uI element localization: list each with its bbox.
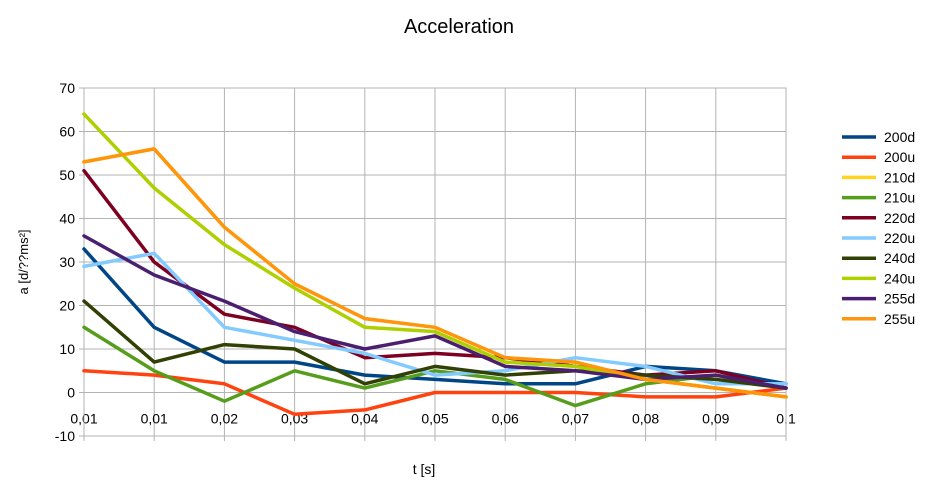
series-line-255u — [82, 147, 788, 399]
y-tick-label: 20 — [59, 298, 75, 314]
y-axis-label: a [d/??ms²] — [16, 229, 31, 294]
x-axis-label: t [s] — [413, 461, 436, 477]
y-tick-label: 40 — [59, 211, 75, 227]
legend-label-220d: 220d — [884, 210, 915, 226]
x-tick-label: 0,01 — [141, 411, 168, 427]
legend-label-210d: 210d — [884, 169, 915, 185]
plot-area-border — [83, 87, 787, 437]
y-tick-label: 50 — [59, 167, 75, 183]
legend-label-255u: 255u — [884, 311, 915, 327]
x-tick-label: 0,06 — [492, 411, 519, 427]
legend-label-200u: 200u — [884, 149, 915, 165]
x-tick-label: 0,09 — [702, 411, 729, 427]
x-tick-label: 0,07 — [562, 411, 589, 427]
legend: 200d 200u 210d 210u 220d 220u 240d 240u 255d 255u — [842, 129, 915, 327]
y-tick-label: 30 — [59, 254, 75, 270]
series-line-255d — [82, 234, 788, 390]
series-lines — [82, 112, 788, 417]
x-tick-label: 0,08 — [632, 411, 659, 427]
legend-label-200d: 200d — [884, 129, 915, 145]
y-tick-label: 70 — [59, 80, 75, 96]
legend-label-240u: 240u — [884, 270, 915, 286]
x-tick-label: 0,05 — [421, 411, 448, 427]
y-tick-label: 10 — [59, 341, 75, 357]
y-tick-label: 0 — [67, 385, 75, 401]
legend-label-210u: 210u — [884, 190, 915, 206]
y-tick-label: 60 — [59, 124, 75, 140]
x-tick-label: 0,02 — [211, 411, 238, 427]
series-line-200u — [82, 369, 788, 417]
chart-title: Acceleration — [404, 16, 514, 38]
grid — [83, 87, 787, 437]
legend-label-220u: 220u — [884, 230, 915, 246]
legend-label-240d: 240d — [884, 250, 915, 266]
x-tick-label: 0,04 — [351, 411, 378, 427]
y-tick-label: -10 — [55, 428, 75, 444]
series-line-220u — [82, 251, 788, 386]
legend-label-255d: 255d — [884, 291, 915, 307]
